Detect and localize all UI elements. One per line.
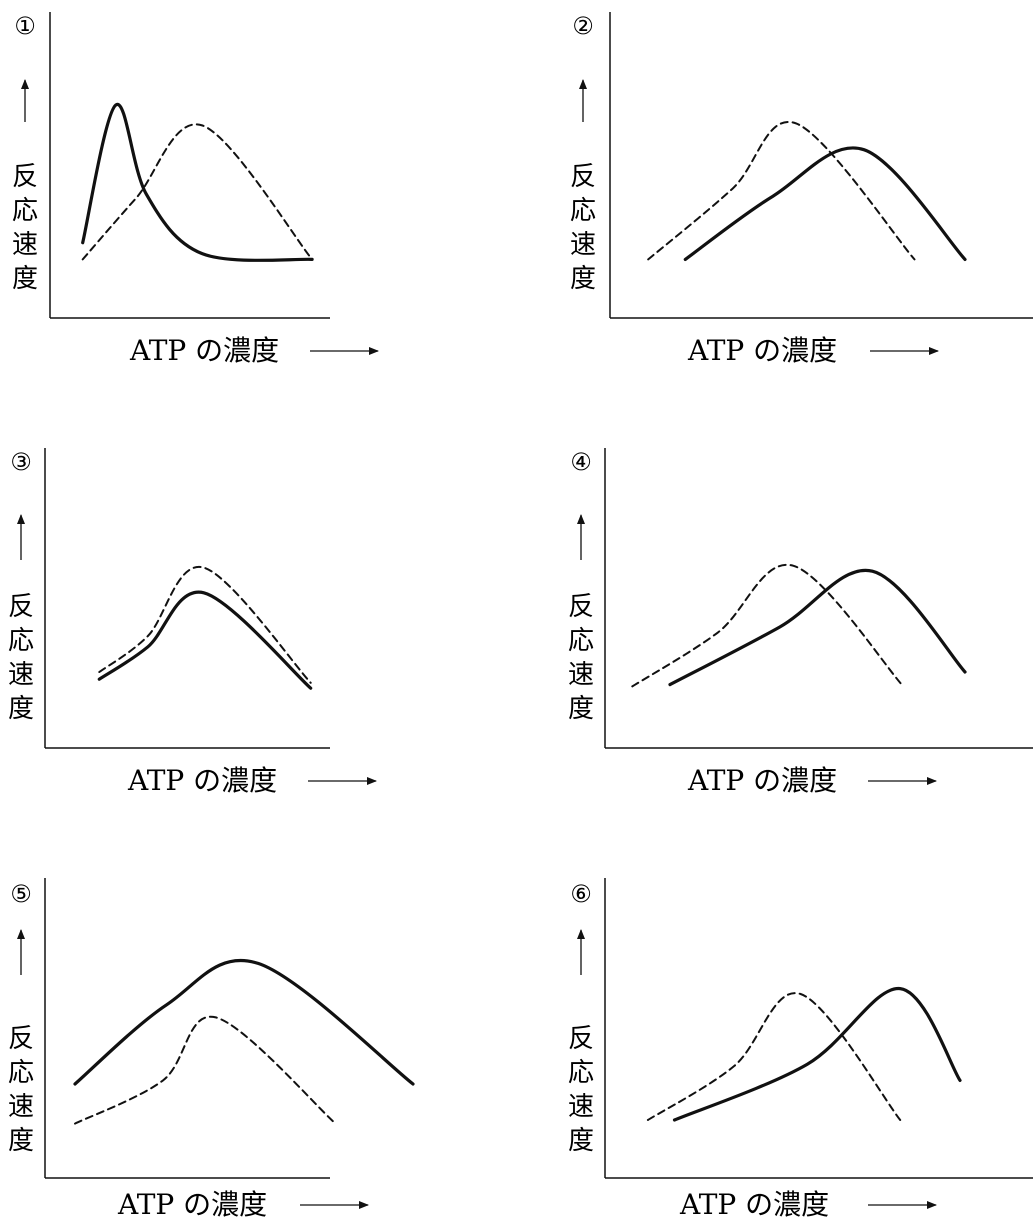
x-axis-label: ATP の濃度 bbox=[127, 764, 277, 797]
panel-number: ③ bbox=[10, 448, 32, 476]
y-axis-label-char: 応 bbox=[568, 626, 594, 656]
panel-number: ④ bbox=[570, 448, 592, 476]
panel-number: ⑤ bbox=[10, 880, 32, 908]
y-axis-label-char: 度 bbox=[12, 264, 38, 294]
y-axis-label-char: 速 bbox=[8, 1092, 34, 1122]
y-axis-label-char: 速 bbox=[568, 660, 594, 690]
x-axis-label: ATP の濃度 bbox=[129, 334, 279, 367]
series-solid-curve bbox=[73, 958, 415, 1086]
x-axis-label: ATP の濃度 bbox=[679, 1188, 829, 1221]
y-axis-label-char: 速 bbox=[12, 230, 38, 260]
series-solid-curve bbox=[97, 590, 313, 690]
series-solid-curve bbox=[672, 986, 962, 1122]
panel-number: ⑥ bbox=[570, 880, 592, 908]
panel-number: ① bbox=[14, 12, 36, 40]
series-solid-curve bbox=[668, 568, 967, 687]
y-axis-label-char: 応 bbox=[8, 626, 34, 656]
y-axis-label-char: 度 bbox=[570, 264, 596, 294]
y-axis-label-char: 反 bbox=[8, 1024, 34, 1054]
series-dashed-curve bbox=[647, 120, 916, 261]
series-dashed-curve bbox=[631, 563, 905, 688]
y-axis-label-char: 速 bbox=[568, 1092, 594, 1122]
y-axis-label-char: 反 bbox=[570, 162, 596, 192]
y-axis-label-char: 度 bbox=[8, 1126, 34, 1156]
y-axis-label-char: 反 bbox=[568, 1024, 594, 1054]
y-axis-label-char: 反 bbox=[8, 592, 34, 622]
series-solid-curve bbox=[81, 103, 314, 262]
series-dashed-curve bbox=[98, 566, 312, 684]
y-axis-label-char: 反 bbox=[568, 592, 594, 622]
y-axis-label-char: 応 bbox=[12, 196, 38, 226]
series-dashed-curve bbox=[81, 123, 314, 261]
y-axis-label-char: 反 bbox=[12, 162, 38, 192]
panel-number: ② bbox=[572, 12, 594, 40]
x-axis-label: ATP の濃度 bbox=[687, 764, 837, 797]
y-axis-label-char: 速 bbox=[8, 660, 34, 690]
x-axis-label: ATP の濃度 bbox=[117, 1188, 267, 1221]
y-axis-label-char: 速 bbox=[570, 230, 596, 260]
series-dashed-curve bbox=[646, 992, 902, 1121]
y-axis-label-char: 度 bbox=[8, 694, 34, 724]
series-dashed-curve bbox=[74, 1015, 337, 1125]
y-axis-label-char: 応 bbox=[8, 1058, 34, 1088]
y-axis-label-char: 度 bbox=[568, 694, 594, 724]
y-axis-label-char: 応 bbox=[568, 1058, 594, 1088]
y-axis-label-char: 度 bbox=[568, 1126, 594, 1156]
y-axis-label-char: 応 bbox=[570, 196, 596, 226]
series-solid-curve bbox=[683, 146, 967, 261]
x-axis-label: ATP の濃度 bbox=[687, 334, 837, 367]
